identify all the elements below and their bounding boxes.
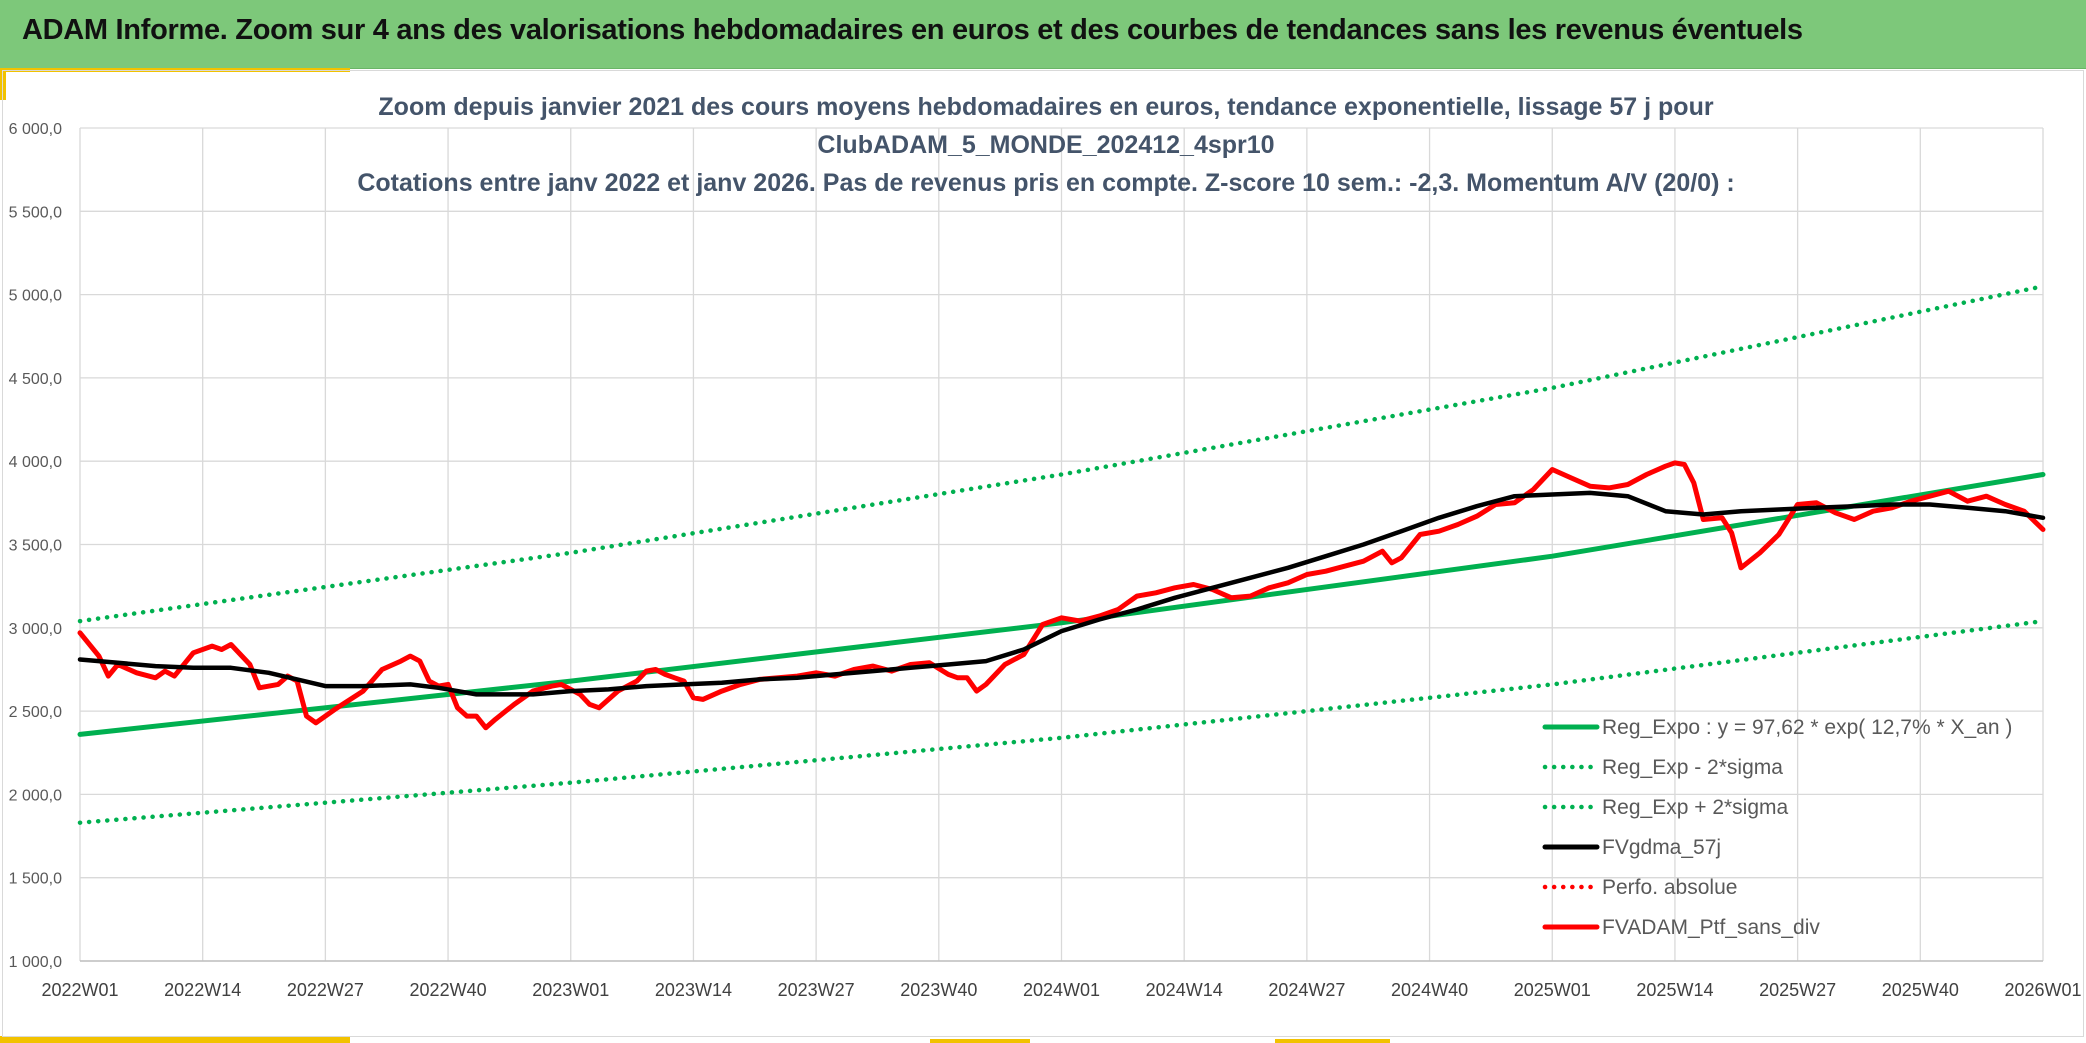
- x-tick-label: 2022W40: [410, 980, 487, 1000]
- y-axis-ticks: 1 000,0 1 500,0 2 000,0 2 500,0 3 000,0 3 500…: [9, 121, 62, 971]
- x-tick-label: 2024W01: [1023, 980, 1100, 1000]
- legend-label: FVgdma_57j: [1602, 836, 1721, 859]
- legend: Reg_Expo : y = 97,62 * exp( 12,7% * X_an…: [1542, 716, 2012, 939]
- legend-label: Perfo. absolue: [1602, 876, 1737, 899]
- x-tick-label: 2023W40: [900, 980, 977, 1000]
- accent-bar-bottom: [0, 1036, 350, 1043]
- chart-title-line-1: Zoom depuis janvier 2021 des cours moyen…: [378, 93, 1713, 121]
- x-tick-label: 2022W27: [287, 980, 364, 1000]
- legend-label: Reg_Expo : y = 97,62 * exp( 12,7% * X_an…: [1602, 716, 2012, 739]
- legend-label: Reg_Exp - 2*sigma: [1602, 756, 1783, 779]
- x-tick-label: 2025W40: [1882, 980, 1959, 1000]
- y-tick-label: 4 500,0: [9, 371, 62, 388]
- series-lines: [77, 284, 2046, 825]
- series-line-2: [77, 284, 2046, 624]
- series-line-3: [77, 490, 2046, 697]
- x-tick-label: 2024W27: [1268, 980, 1345, 1000]
- y-tick-label: 5 500,0: [9, 204, 62, 221]
- x-tick-label: 2024W14: [1146, 980, 1223, 1000]
- accent-bar-left: [0, 68, 6, 100]
- x-tick-label: 2025W14: [1636, 980, 1713, 1000]
- x-tick-label: 2023W14: [655, 980, 732, 1000]
- chart-title-line-3: Cotations entre janv 2022 et janv 2026. …: [357, 169, 1734, 197]
- x-tick-label: 2022W01: [41, 980, 118, 1000]
- series-line-0: [77, 472, 2046, 737]
- series-line-5: [77, 460, 2046, 731]
- x-axis-ticks: 2022W01 2022W14 2022W27 2022W40 2023W01 2023W…: [41, 980, 2081, 1000]
- x-tick-label: 2023W27: [778, 980, 855, 1000]
- y-tick-label: 2 000,0: [9, 787, 62, 804]
- series-line-1: [77, 618, 2046, 825]
- grid-lines: [79, 127, 2044, 962]
- y-tick-label: 1 500,0: [9, 871, 62, 888]
- x-tick-label: 2023W01: [532, 980, 609, 1000]
- banner-title: ADAM Informe. Zoom sur 4 ans des valoris…: [22, 14, 1803, 46]
- y-tick-label: 1 000,0: [9, 954, 62, 971]
- y-tick-label: 5 000,0: [9, 288, 62, 305]
- y-tick-label: 6 000,0: [9, 121, 62, 138]
- x-tick-label: 2026W01: [2004, 980, 2081, 1000]
- chart-frame: [2, 70, 2084, 1037]
- chart-title: Zoom depuis janvier 2021 des cours moyen…: [357, 93, 1734, 197]
- x-tick-label: 2022W14: [164, 980, 241, 1000]
- x-tick-label: 2025W27: [1759, 980, 1836, 1000]
- accent-bar-bottom-right: [1275, 1039, 1390, 1043]
- x-tick-label: 2024W40: [1391, 980, 1468, 1000]
- y-tick-label: 3 500,0: [9, 538, 62, 555]
- chart-title-line-2: ClubADAM_5_MONDE_202412_4spr10: [817, 131, 1274, 159]
- x-tick-label: 2025W01: [1514, 980, 1591, 1000]
- legend-label: Reg_Exp + 2*sigma: [1602, 796, 1789, 819]
- legend-label: FVADAM_Ptf_sans_div: [1602, 916, 1820, 939]
- y-tick-label: 2 500,0: [9, 704, 62, 721]
- y-tick-label: 3 000,0: [9, 621, 62, 638]
- header-banner: ADAM Informe. Zoom sur 4 ans des valoris…: [0, 0, 2086, 69]
- accent-bar-bottom-mid: [930, 1039, 1030, 1043]
- y-tick-label: 4 000,0: [9, 454, 62, 471]
